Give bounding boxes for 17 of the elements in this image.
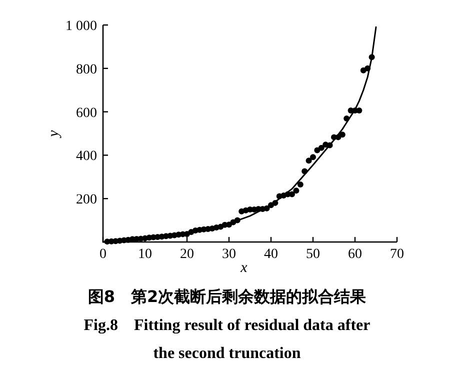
x-tick-label: 30 — [222, 247, 236, 262]
x-tick-label: 50 — [306, 247, 320, 262]
x-tick-label: 60 — [348, 247, 362, 262]
text: 图8 第2次截断后剩余数据的拟合结果 — [88, 287, 368, 306]
x-tick-label: 40 — [264, 247, 278, 262]
x-axis-title: x — [240, 260, 248, 276]
y-axis-title: y — [46, 130, 62, 139]
x-tick-label: 10 — [138, 247, 152, 262]
x-tick-label: 70 — [390, 247, 404, 262]
y-tick-label: 1 000 — [66, 19, 97, 34]
y-tick-label: 400 — [76, 149, 97, 164]
text: Fig.8 Fitting result of residual data after the second truncation — [84, 317, 370, 362]
y-tick-label: 200 — [76, 192, 97, 208]
x-tick-label: 0 — [100, 247, 106, 262]
y-tick-label: 600 — [76, 106, 97, 121]
y-tick-label: 800 — [76, 62, 97, 78]
x-tick-label: 20 — [180, 247, 194, 262]
